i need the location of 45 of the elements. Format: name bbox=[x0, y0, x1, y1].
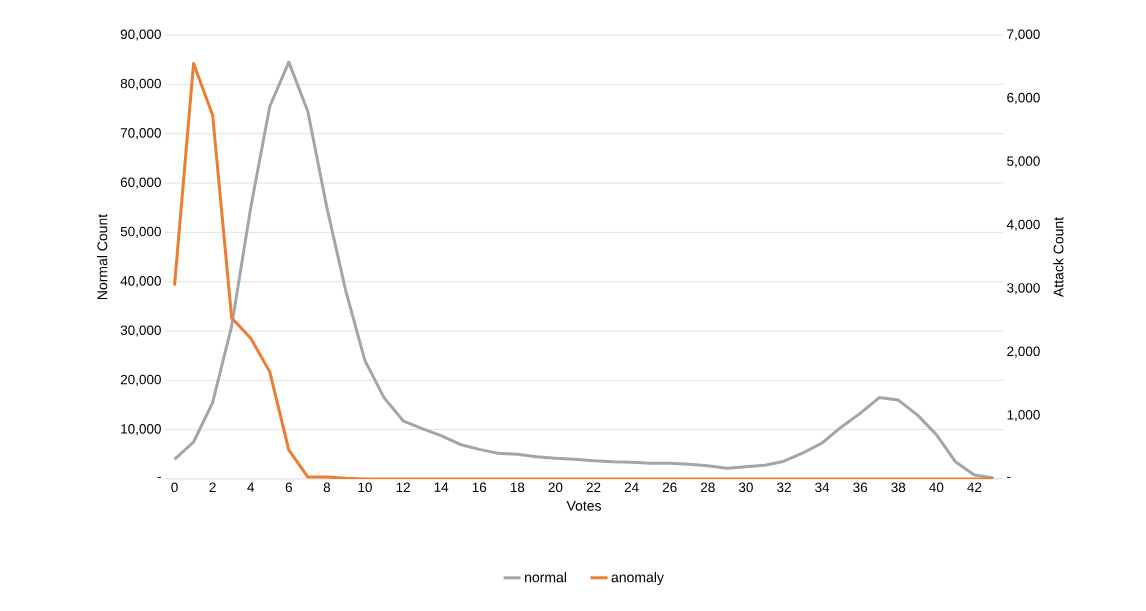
x-tick-label: 40 bbox=[929, 482, 944, 493]
y-tick-label: 30,000 bbox=[120, 325, 161, 337]
x-tick-label: 6 bbox=[285, 482, 292, 493]
y2-tick-label: 7,000 bbox=[1007, 29, 1040, 41]
y-tick-label: 60,000 bbox=[120, 177, 161, 189]
y2-tick-label: 1,000 bbox=[1007, 410, 1040, 422]
y-tick-label: 50,000 bbox=[120, 226, 161, 238]
y-tick-label: 90,000 bbox=[120, 29, 161, 41]
x-tick-label: 22 bbox=[586, 482, 601, 492]
x-tick-label: 4 bbox=[247, 482, 255, 492]
x-tick-label: 8 bbox=[323, 482, 331, 493]
y-tick-label: 70,000 bbox=[120, 128, 161, 140]
x-tick-label: 28 bbox=[700, 482, 715, 493]
x-tick-label: 38 bbox=[891, 482, 906, 493]
x-tick-label: 18 bbox=[510, 482, 525, 493]
x-tick-label: 14 bbox=[434, 482, 449, 492]
x-tick-label: 0 bbox=[171, 482, 178, 493]
x-tick-label: 10 bbox=[358, 482, 372, 493]
y2-tick-label: 3,000 bbox=[1007, 283, 1040, 295]
x-tick-label: 2 bbox=[209, 482, 216, 492]
x-tick-label: 16 bbox=[472, 482, 487, 493]
y-axis-title: Normal Count bbox=[97, 213, 108, 300]
y2-tick-label: - bbox=[1007, 476, 1011, 478]
y2-tick-label: 2,000 bbox=[1007, 346, 1040, 358]
x-tick-label: 32 bbox=[776, 482, 791, 493]
y-tick-label: 10,000 bbox=[121, 424, 161, 436]
y2-tick-label: 5,000 bbox=[1007, 156, 1040, 168]
x-tick-label: 30 bbox=[738, 482, 753, 493]
y-tick-label: 40,000 bbox=[120, 276, 161, 288]
x-tick-label: 12 bbox=[396, 482, 410, 492]
x-tick-label: 20 bbox=[548, 482, 563, 493]
y-tick-label: 20,000 bbox=[120, 374, 161, 386]
legend-label: anomaly bbox=[611, 572, 664, 586]
y2-tick-label: 6,000 bbox=[1007, 92, 1040, 105]
x-tick-label: 24 bbox=[624, 482, 639, 492]
x-tick-label: 36 bbox=[853, 482, 868, 493]
y-tick-label: 80,000 bbox=[120, 78, 161, 90]
x-axis-title: Votes bbox=[566, 500, 602, 511]
x-tick-label: 34 bbox=[815, 482, 830, 493]
x-tick-label: 42 bbox=[967, 482, 982, 492]
legend-label: normal bbox=[525, 572, 567, 583]
y-tick-label: - bbox=[157, 476, 161, 478]
y2-tick-label: 4,000 bbox=[1006, 219, 1040, 231]
y2-axis-title: Attack Count bbox=[1053, 217, 1064, 298]
x-tick-label: 26 bbox=[662, 482, 677, 493]
